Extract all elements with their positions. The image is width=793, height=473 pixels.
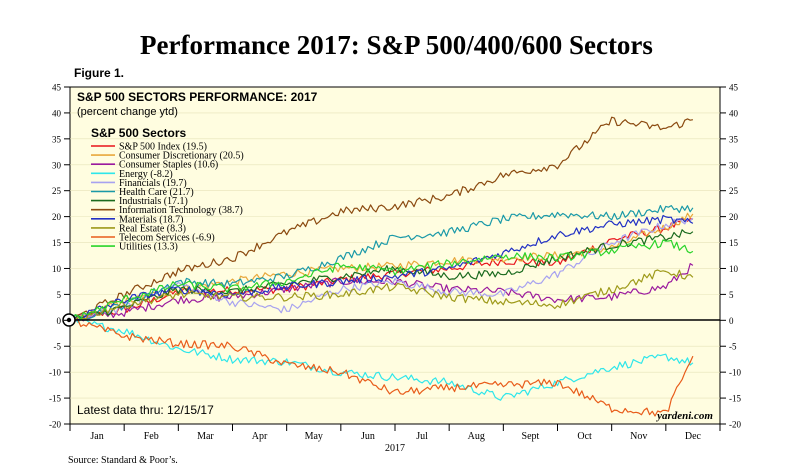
y-tick-label-left: 0 bbox=[57, 316, 62, 326]
y-tick-label-right: 15 bbox=[729, 238, 739, 248]
x-tick-label: Mar bbox=[197, 431, 214, 442]
y-tick-label-right: 5 bbox=[729, 290, 734, 300]
x-tick-label: Oct bbox=[577, 431, 592, 442]
y-tick-label-right: 20 bbox=[729, 212, 739, 222]
y-tick-label-left: 20 bbox=[52, 212, 62, 222]
y-tick-label-right: -5 bbox=[729, 342, 737, 352]
legend-entry: Consumer Staples (10.6) bbox=[119, 160, 218, 171]
x-tick-label: Apr bbox=[252, 431, 268, 442]
y-tick-label-left: 45 bbox=[52, 83, 62, 93]
y-tick-label-left: 40 bbox=[52, 108, 62, 118]
y-tick-label-left: 25 bbox=[52, 186, 62, 196]
series-line-3 bbox=[69, 318, 694, 401]
plot-background bbox=[69, 86, 721, 425]
series-layer bbox=[69, 116, 694, 417]
x-tick-label: Feb bbox=[144, 431, 159, 442]
y-tick-label-right: -15 bbox=[729, 394, 741, 404]
legend-entry: S&P 500 Index (19.5) bbox=[119, 142, 207, 153]
y-tick-label-left: -15 bbox=[49, 394, 61, 404]
series-line-0 bbox=[69, 218, 694, 322]
x-tick-label: Jun bbox=[361, 431, 375, 442]
series-line-11 bbox=[69, 239, 694, 323]
figure-label: Figure 1. bbox=[74, 66, 125, 80]
y-tick-label-left: 35 bbox=[52, 134, 62, 144]
source-note: Source: Standard & Poor’s. bbox=[68, 455, 178, 466]
series-line-2 bbox=[69, 263, 694, 322]
series-line-10 bbox=[69, 317, 694, 417]
legend: S&P 500 Index (19.5)Consumer Discretiona… bbox=[91, 142, 244, 253]
x-tick-label: Jul bbox=[416, 431, 428, 442]
y-tick-label-left: 10 bbox=[52, 264, 62, 274]
series-line-7 bbox=[69, 116, 694, 321]
legend-entry: Real Estate (8.3) bbox=[119, 223, 186, 234]
y-tick-label-right: -10 bbox=[729, 368, 741, 378]
y-tick-label-left: 5 bbox=[57, 290, 62, 300]
y-tick-label-left: -20 bbox=[49, 420, 61, 430]
x-tick-label: Dec bbox=[685, 431, 702, 442]
x-tick-label: Nov bbox=[630, 431, 647, 442]
x-tick-label: Aug bbox=[468, 431, 485, 442]
series-line-5 bbox=[69, 204, 694, 321]
legend-entry: Utilities (13.3) bbox=[119, 242, 178, 253]
legend-entry: Telecom Services (-6.9) bbox=[119, 233, 215, 244]
series-line-6 bbox=[69, 229, 694, 321]
watermark: yardeni.com bbox=[655, 410, 713, 422]
legend-entry: Consumer Discretionary (20.5) bbox=[119, 151, 244, 162]
legend-entry: Health Care (21.7) bbox=[119, 187, 194, 198]
y-tick-label-right: -20 bbox=[729, 420, 741, 430]
legend-entry: Financials (19.7) bbox=[119, 178, 187, 189]
legend-entry: Industrials (17.1) bbox=[119, 196, 188, 207]
page-title: Performance 2017: S&P 500/400/600 Sector… bbox=[140, 30, 653, 60]
legend-entry: Materials (18.7) bbox=[119, 214, 183, 225]
x-tick-label: Jan bbox=[90, 431, 103, 442]
y-tick-label-right: 30 bbox=[729, 160, 739, 170]
chart-subtitle: (percent change ytd) bbox=[77, 106, 178, 118]
latest-data-annotation: Latest data thru: 12/15/17 bbox=[77, 403, 214, 417]
x-axis-year-label: 2017 bbox=[385, 443, 405, 454]
y-tick-label-left: 30 bbox=[52, 160, 62, 170]
y-tick-label-right: 45 bbox=[729, 83, 739, 93]
series-line-8 bbox=[69, 214, 694, 321]
y-tick-label-right: 40 bbox=[729, 108, 739, 118]
y-tick-label-left: -10 bbox=[49, 368, 61, 378]
legend-entry: Information Technology (38.7) bbox=[119, 205, 243, 216]
y-tick-label-right: 35 bbox=[729, 134, 739, 144]
y-tick-label-right: 0 bbox=[729, 316, 734, 326]
y-tick-label-right: 25 bbox=[729, 186, 739, 196]
y-tick-label-right: 10 bbox=[729, 264, 739, 274]
y-tick-label-left: -5 bbox=[54, 342, 62, 352]
chart-title: S&P 500 SECTORS PERFORMANCE: 2017 bbox=[77, 90, 318, 104]
x-tick-label: May bbox=[305, 431, 323, 442]
y-tick-label-left: 15 bbox=[52, 238, 62, 248]
series-line-9 bbox=[69, 269, 694, 321]
axis-layer: -20 -20 -15 -15 -10 -10 -5 -5 0 0 5 5 10 10 15 15 20 20 25… bbox=[49, 83, 741, 443]
x-tick-label: Sept bbox=[522, 431, 540, 442]
legend-title: S&P 500 Sectors bbox=[91, 126, 186, 140]
legend-entry: Energy (-8.2) bbox=[119, 169, 173, 180]
